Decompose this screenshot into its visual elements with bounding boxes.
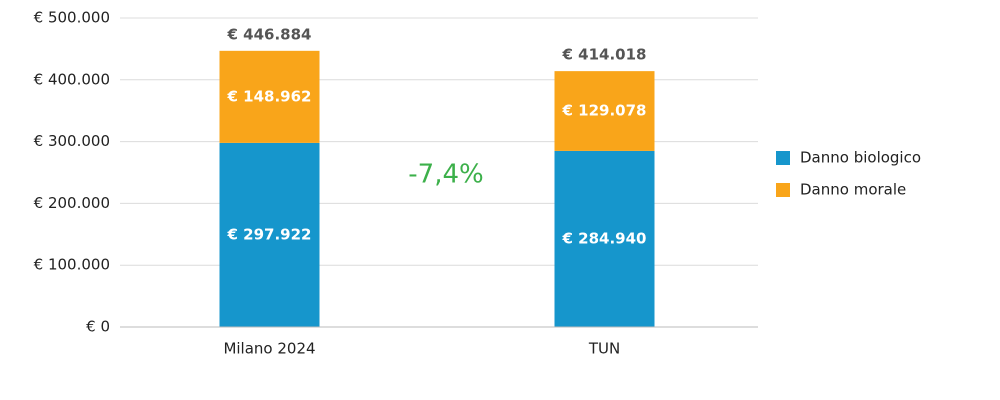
total-label: € 446.884 bbox=[227, 25, 312, 43]
x-tick-label: TUN bbox=[588, 340, 620, 358]
bar-segment bbox=[219, 142, 320, 327]
y-tick-label: € 500.000 bbox=[34, 9, 110, 27]
legend-swatch bbox=[776, 183, 790, 197]
legend-swatch bbox=[776, 151, 790, 165]
value-label: € 129.078 bbox=[562, 102, 647, 120]
bar-segment bbox=[219, 50, 320, 143]
y-tick-label: € 400.000 bbox=[34, 70, 110, 88]
y-tick-label: € 0 bbox=[86, 318, 110, 336]
legend-label: Danno morale bbox=[800, 181, 906, 199]
annotation: -7,4% bbox=[408, 160, 483, 190]
y-tick-label: € 100.000 bbox=[34, 256, 110, 274]
y-tick-label: € 200.000 bbox=[34, 194, 110, 212]
y-tick-label: € 300.000 bbox=[34, 132, 110, 150]
total-label: € 414.018 bbox=[562, 46, 647, 64]
bar-segment bbox=[554, 150, 655, 327]
value-label: € 148.962 bbox=[227, 87, 312, 105]
bar-segment bbox=[554, 71, 655, 151]
value-label: € 297.922 bbox=[227, 225, 312, 243]
value-label: € 284.940 bbox=[562, 229, 647, 247]
x-tick-label: Milano 2024 bbox=[223, 340, 315, 358]
legend-label: Danno biologico bbox=[800, 149, 921, 167]
